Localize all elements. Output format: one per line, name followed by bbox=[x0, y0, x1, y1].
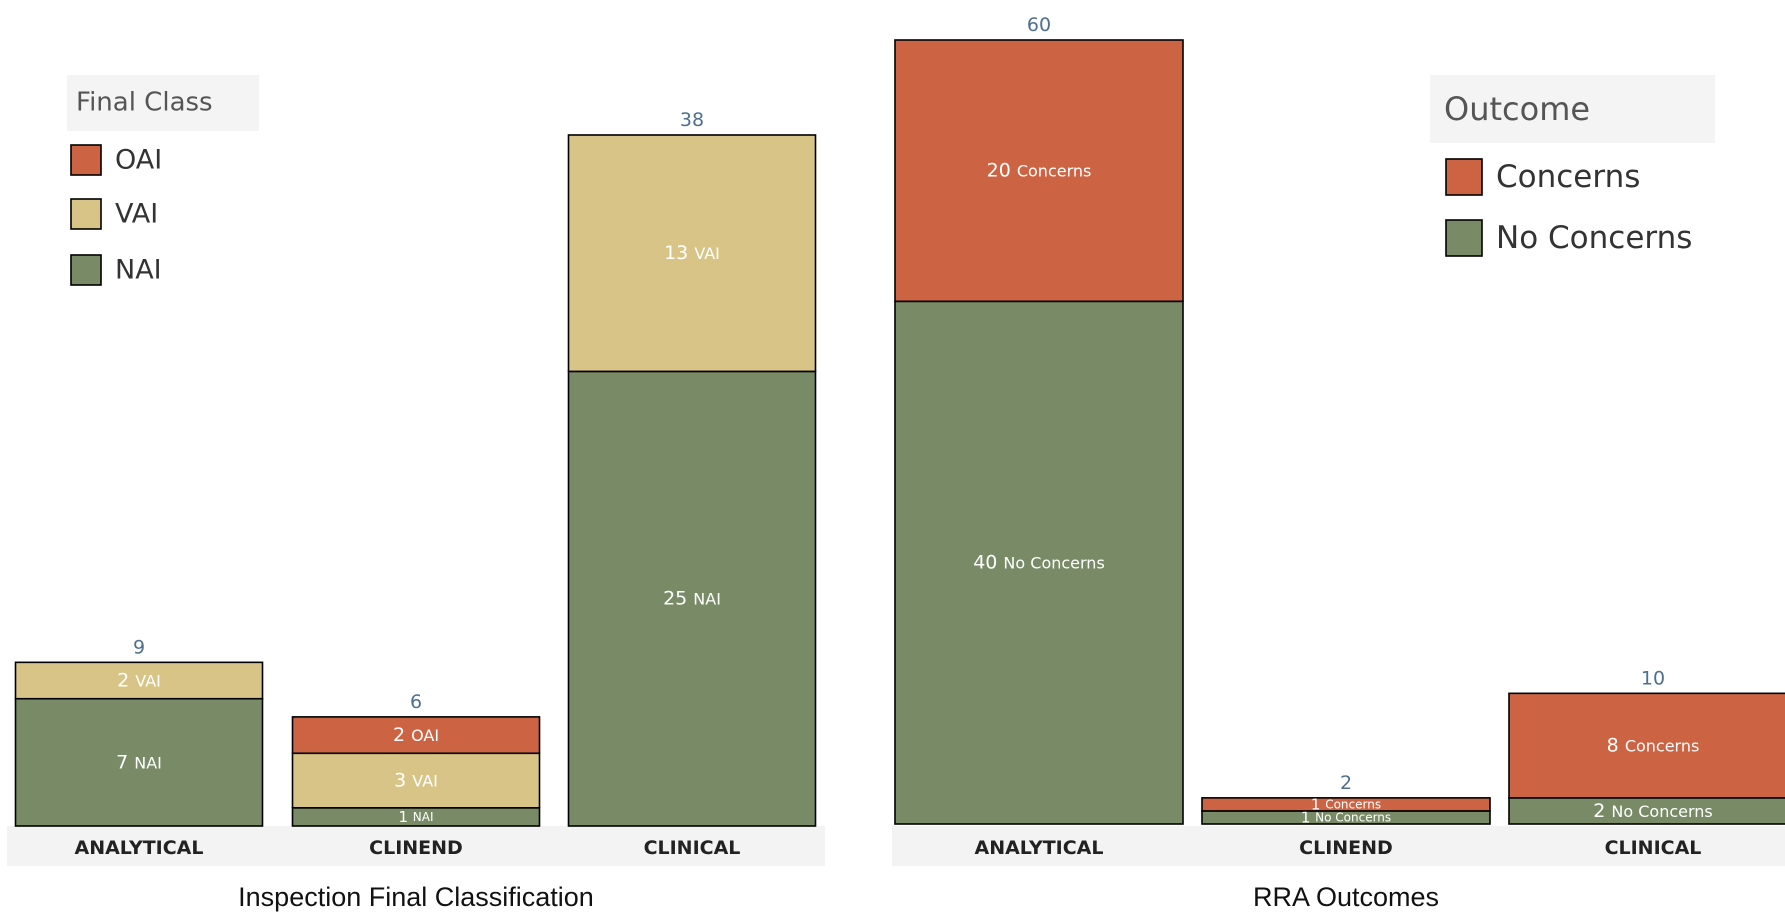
right-bar-clinical-no-concerns-segment bbox=[1508, 797, 1785, 825]
left-legend-label-nai: NAI bbox=[115, 255, 162, 286]
right-axis-band bbox=[892, 826, 1785, 866]
left-bar-clinend-oai-label: 2 OAI bbox=[393, 724, 439, 746]
right-bar-analytical-no-concerns-label: 40 No Concerns bbox=[973, 552, 1105, 574]
right-bar-analytical-concerns-label: 20 Concerns bbox=[987, 160, 1092, 182]
left-category-analytical: ANALYTICAL bbox=[74, 837, 203, 859]
left-legend-swatch-oai bbox=[70, 144, 102, 176]
left-legend-title: Final Class bbox=[76, 88, 213, 118]
left-legend-title-bg bbox=[67, 75, 259, 131]
right-bar-clinend-concerns-label: 1 Concerns bbox=[1311, 795, 1381, 813]
left-bar-clinend-nai-label: 1 NAI bbox=[398, 808, 433, 826]
left-bar-analytical-nai-label: 7 NAI bbox=[116, 751, 162, 773]
left-legend-label-oai: OAI bbox=[115, 145, 162, 176]
left-chart: 7 NAI 2 VAI 9 1 NAI 3 VAI 2 OAI 6 25 NAI 13 VAI 3… bbox=[7, 75, 825, 912]
right-category-analytical: ANALYTICAL bbox=[974, 837, 1103, 859]
left-axis-band bbox=[7, 826, 825, 866]
left-bar-clinend-vai-segment bbox=[291, 752, 541, 809]
right-legend-title-bg bbox=[1430, 75, 1715, 143]
right-legend-label-no-concerns: No Concerns bbox=[1496, 220, 1692, 256]
right-bar-analytical-concerns-segment bbox=[894, 39, 1184, 303]
left-bar-clinical-nai-segment bbox=[567, 370, 817, 827]
left-bar-clinical-nai-label: 25 NAI bbox=[663, 588, 721, 610]
right-total-analytical: 60 bbox=[1027, 14, 1051, 36]
right-legend-swatch-concerns bbox=[1445, 158, 1483, 196]
left-bar-clinical-vai-label: 13 VAI bbox=[664, 242, 720, 264]
right-legend-swatch-no-concerns bbox=[1445, 219, 1483, 257]
right-legend: Outcome Concerns No Concerns bbox=[1430, 75, 1715, 257]
left-total-analytical: 9 bbox=[133, 636, 145, 658]
left-bar-clinical-vai-segment bbox=[567, 134, 817, 373]
left-bar-clinend-vai-label: 3 VAI bbox=[394, 770, 438, 792]
left-bar-analytical-vai-segment bbox=[14, 661, 264, 700]
right-total-clinical: 10 bbox=[1641, 667, 1665, 689]
left-bar-analytical-vai-label: 2 VAI bbox=[117, 670, 161, 692]
left-chart-caption: Inspection Final Classification bbox=[238, 882, 594, 912]
left-total-clinend: 6 bbox=[410, 691, 422, 713]
left-legend-label-vai: VAI bbox=[115, 199, 158, 230]
right-bar-clinical-concerns-label: 8 Concerns bbox=[1607, 735, 1700, 757]
left-legend-swatch-nai bbox=[70, 254, 102, 286]
right-chart-caption: RRA Outcomes bbox=[1253, 882, 1439, 912]
right-bar-clinend-no-concerns-label: 1 No Concerns bbox=[1301, 808, 1391, 826]
left-legend-swatch-vai bbox=[70, 198, 102, 230]
right-bar-analytical-no-concerns-segment bbox=[894, 300, 1184, 825]
left-bar-clinend-oai-segment bbox=[291, 716, 541, 755]
right-category-clinical: CLINICAL bbox=[1605, 837, 1702, 859]
right-chart: 40 No Concerns 20 Concerns 60 1 No Concerns… bbox=[892, 14, 1785, 912]
right-legend-label-concerns: Concerns bbox=[1496, 159, 1640, 195]
right-bar-clinend-concerns-segment bbox=[1201, 797, 1491, 812]
right-bar-clinical-no-concerns-label: 2 No Concerns bbox=[1593, 800, 1713, 822]
right-category-clinend: CLINEND bbox=[1299, 837, 1393, 859]
right-legend-title: Outcome bbox=[1444, 90, 1590, 128]
left-legend: Final Class OAI VAI NAI bbox=[67, 75, 259, 286]
right-total-clinend: 2 bbox=[1340, 772, 1352, 794]
left-category-clinend: CLINEND bbox=[369, 837, 463, 859]
left-total-clinical: 38 bbox=[680, 109, 704, 131]
left-category-clinical: CLINICAL bbox=[644, 837, 741, 859]
right-bar-clinical-concerns-segment bbox=[1508, 692, 1785, 799]
left-bar-analytical-nai-segment bbox=[14, 697, 264, 827]
